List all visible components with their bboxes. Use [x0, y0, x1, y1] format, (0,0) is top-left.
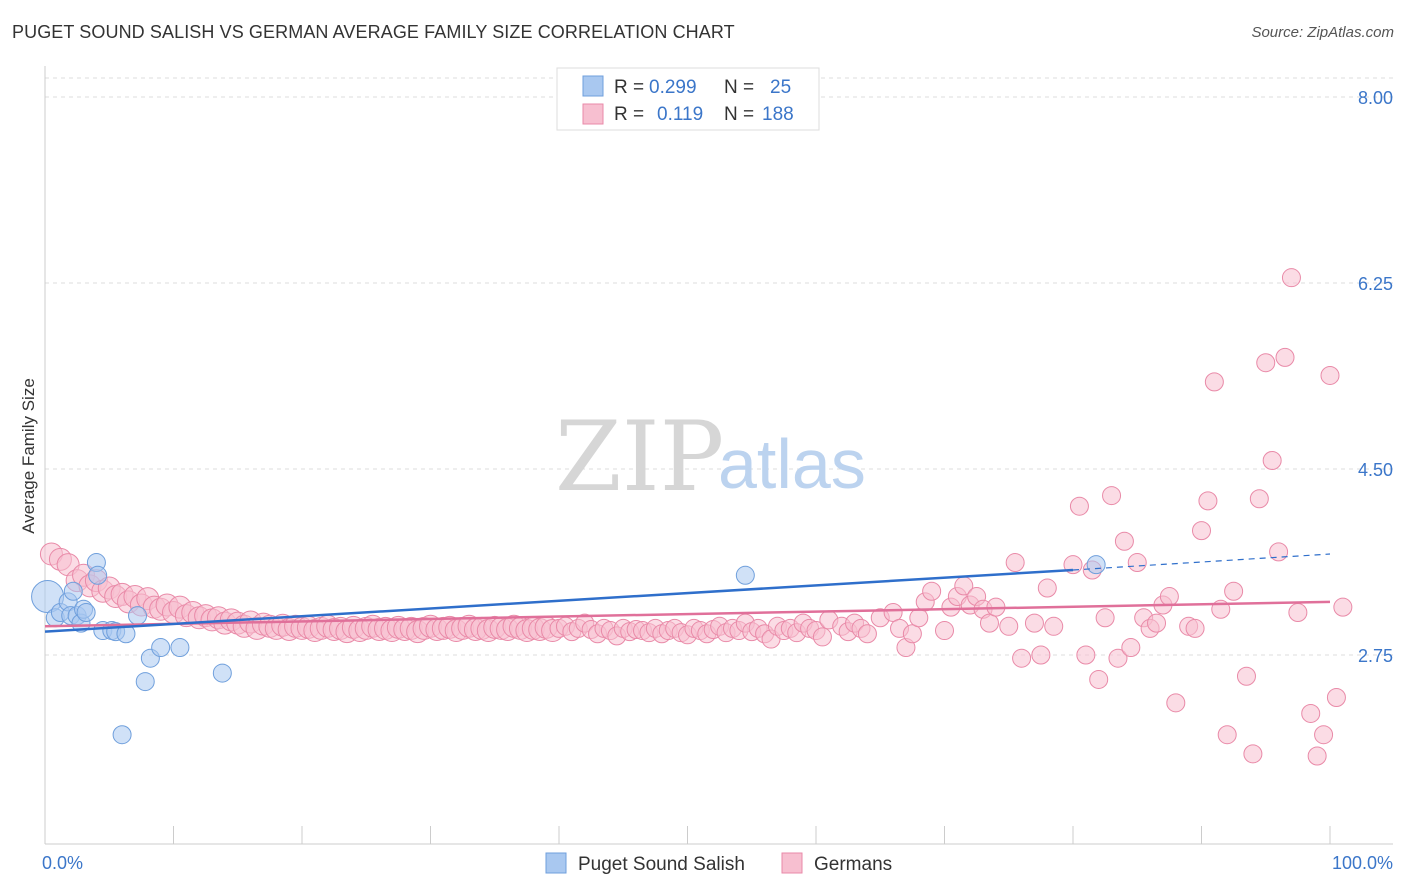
- point-germans: [1262, 450, 1282, 470]
- bottom-legend-swatch-germans: [781, 852, 803, 874]
- point-salish: [135, 672, 155, 692]
- y-tick-label: 4.50: [1358, 460, 1393, 480]
- point-salish: [170, 638, 190, 658]
- x-tick-label-min: 0.0%: [42, 853, 83, 873]
- point-germans: [812, 627, 832, 647]
- point-germans: [999, 616, 1019, 636]
- point-germans: [1256, 353, 1276, 373]
- point-germans: [1005, 553, 1025, 573]
- point-germans: [909, 608, 929, 628]
- legend-swatch-salish: [582, 75, 604, 97]
- point-germans: [1031, 645, 1051, 665]
- legend-n-label-1: N =: [724, 77, 754, 98]
- point-salish: [212, 663, 232, 683]
- point-germans: [1314, 725, 1334, 745]
- point-germans: [1044, 616, 1064, 636]
- point-germans: [902, 624, 922, 644]
- point-germans: [1288, 602, 1308, 622]
- point-germans: [1166, 693, 1186, 713]
- point-salish: [88, 565, 108, 585]
- point-germans: [1037, 578, 1057, 598]
- point-germans: [1102, 486, 1122, 506]
- legend-r-label-1: R =: [614, 77, 644, 98]
- point-germans: [1089, 669, 1109, 689]
- watermark-zip: ZIP: [555, 401, 724, 513]
- point-germans: [883, 602, 903, 622]
- chart-title: PUGET SOUND SALISH VS GERMAN AVERAGE FAM…: [12, 22, 735, 42]
- point-salish: [112, 725, 132, 745]
- point-germans: [1198, 491, 1218, 511]
- point-germans: [1275, 347, 1295, 367]
- trendlines: [44, 553, 1331, 633]
- point-salish: [128, 606, 148, 626]
- point-germans: [1281, 268, 1301, 288]
- point-germans: [1076, 645, 1096, 665]
- gridlines: [45, 77, 1393, 656]
- point-germans: [1114, 531, 1134, 551]
- bottom-legend-label-germans: Germans: [814, 854, 892, 875]
- trendline-germans: [44, 600, 1331, 628]
- y-tick-label: 8.00: [1358, 88, 1393, 108]
- bottom-legend-label-salish: Puget Sound Salish: [578, 854, 745, 875]
- x-axis-ticks: [44, 826, 1331, 844]
- point-germans: [857, 624, 877, 644]
- point-germans: [1243, 744, 1263, 764]
- point-germans: [1320, 365, 1340, 385]
- legend-n-value-salish: 25: [770, 77, 791, 98]
- point-germans: [1185, 618, 1205, 638]
- point-salish: [76, 602, 96, 622]
- point-salish: [151, 638, 171, 658]
- x-tick-label-max: 100.0%: [1332, 853, 1393, 873]
- source-label: Source: ZipAtlas.com: [1251, 24, 1394, 41]
- point-germans: [1095, 608, 1115, 628]
- bottom-legend: Puget Sound Salish Germans: [545, 852, 892, 875]
- point-germans: [1024, 613, 1044, 633]
- legend-n-value-germans: 188: [762, 104, 794, 125]
- point-germans: [1301, 703, 1321, 723]
- point-germans: [1012, 648, 1032, 668]
- point-germans: [979, 613, 999, 633]
- legend-r-label-2: R =: [614, 104, 644, 125]
- legend-r-value-salish: 0.299: [649, 77, 697, 98]
- axes: [44, 66, 1393, 845]
- point-germans: [1069, 496, 1089, 516]
- point-salish: [735, 565, 755, 585]
- point-germans: [1236, 666, 1256, 686]
- point-germans: [922, 581, 942, 601]
- trendline-salish: [44, 568, 1074, 633]
- point-germans: [1333, 597, 1353, 617]
- point-germans: [1192, 521, 1211, 541]
- point-salish: [1086, 555, 1106, 575]
- y-tick-labels: 2.75 4.50 6.25 8.00: [1358, 88, 1393, 666]
- point-germans: [1307, 746, 1327, 766]
- point-germans: [1224, 581, 1244, 601]
- y-axis-label: Average Family Size: [19, 378, 38, 534]
- watermark-atlas: atlas: [718, 425, 866, 503]
- legend-r-value-germans: 0.119: [657, 104, 703, 125]
- y-tick-label: 6.25: [1358, 274, 1393, 294]
- point-germans: [1217, 725, 1237, 745]
- point-salish: [63, 581, 83, 601]
- point-germans: [935, 621, 954, 641]
- bottom-legend-swatch-salish: [545, 852, 567, 874]
- legend: R = 0.299 N = 25 R = 0.119 N = 188: [556, 67, 820, 131]
- trendline-salish-extension: [1072, 553, 1331, 571]
- series-germans-points: [39, 268, 1353, 766]
- watermark: ZIP atlas: [555, 401, 866, 513]
- point-germans: [1159, 587, 1179, 607]
- point-germans: [1204, 372, 1224, 392]
- point-germans: [1108, 648, 1128, 668]
- series-salish-points: [31, 553, 1106, 745]
- point-germans: [1147, 613, 1167, 633]
- point-germans: [1121, 638, 1141, 658]
- legend-swatch-germans: [582, 103, 604, 125]
- legend-n-label-2: N =: [724, 104, 754, 125]
- point-germans: [1326, 688, 1346, 708]
- y-tick-label: 2.75: [1358, 646, 1393, 666]
- point-germans: [1127, 553, 1147, 573]
- point-germans: [1249, 489, 1269, 509]
